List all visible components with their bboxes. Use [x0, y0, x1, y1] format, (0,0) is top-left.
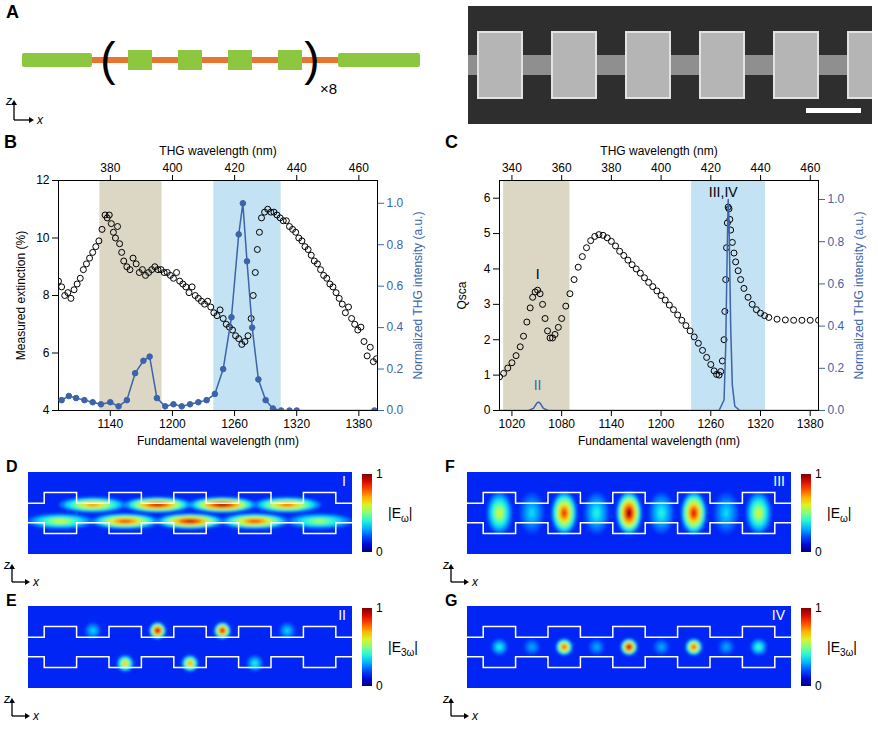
svg-text:0.0: 0.0: [828, 403, 845, 417]
svg-text:400: 400: [651, 161, 671, 175]
svg-text:III: III: [773, 473, 785, 489]
svg-text:×8: ×8: [320, 80, 337, 97]
svg-text:I: I: [536, 266, 540, 282]
svg-text:1.0: 1.0: [828, 192, 845, 206]
svg-text:1.0: 1.0: [387, 196, 404, 210]
html-text:B: B: [4, 132, 17, 152]
svg-text:420: 420: [225, 161, 245, 175]
svg-text:z: z: [5, 94, 12, 108]
html-text:C: C: [445, 132, 458, 152]
svg-text:Qsca: Qsca: [455, 281, 469, 309]
svg-text:1020: 1020: [499, 417, 526, 431]
svg-text:1140: 1140: [97, 417, 123, 431]
svg-text:0.4: 0.4: [828, 319, 845, 333]
svg-text:460: 460: [800, 161, 820, 175]
svg-text:(: (: [100, 33, 116, 85]
svg-text:1200: 1200: [159, 417, 186, 431]
svg-text:x: x: [471, 709, 479, 722]
svg-text:z: z: [3, 558, 10, 572]
svg-text:1260: 1260: [697, 417, 724, 431]
svg-text:440: 440: [287, 161, 307, 175]
svg-text:D: D: [6, 458, 18, 475]
svg-text:z: z: [442, 692, 449, 706]
svg-text:400: 400: [162, 161, 182, 175]
svg-text:380: 380: [100, 161, 120, 175]
svg-text:II: II: [338, 607, 346, 623]
svg-text:x: x: [36, 113, 44, 127]
svg-text:0.6: 0.6: [828, 277, 845, 291]
svg-text:IV: IV: [772, 607, 786, 623]
svg-text:440: 440: [751, 161, 771, 175]
svg-text:THG wavelength (nm): THG wavelength (nm): [600, 144, 717, 158]
svg-text:THG wavelength (nm): THG wavelength (nm): [159, 144, 276, 158]
svg-text:1320: 1320: [747, 417, 774, 431]
svg-text:1: 1: [815, 467, 822, 481]
svg-text:420: 420: [701, 161, 721, 175]
svg-text:|E3ω|: |E3ω|: [827, 639, 857, 658]
svg-text:1: 1: [376, 467, 383, 481]
svg-text:x: x: [471, 575, 479, 588]
svg-text:0.6: 0.6: [387, 279, 404, 293]
svg-text:III,IV: III,IV: [709, 184, 738, 200]
svg-text:I: I: [342, 473, 346, 489]
svg-text:4: 4: [43, 403, 50, 417]
svg-text:Fundamental wavelength (nm): Fundamental wavelength (nm): [578, 434, 740, 448]
svg-text:1: 1: [484, 368, 491, 382]
svg-text:0: 0: [484, 403, 491, 417]
svg-text:E: E: [6, 592, 17, 609]
svg-text:5: 5: [484, 226, 491, 240]
svg-text:1380: 1380: [797, 417, 824, 431]
svg-text:z: z: [3, 692, 10, 706]
svg-text:0.2: 0.2: [828, 361, 845, 375]
svg-text:x: x: [32, 575, 40, 588]
svg-text:1140: 1140: [598, 417, 624, 431]
svg-text:): ): [304, 33, 319, 85]
svg-text:z: z: [442, 558, 449, 572]
svg-text:Fundamental wavelength (nm): Fundamental wavelength (nm): [137, 434, 299, 448]
svg-text:1: 1: [815, 601, 822, 615]
svg-text:|E3ω|: |E3ω|: [388, 639, 418, 658]
svg-text:0.8: 0.8: [828, 235, 845, 249]
svg-text:10: 10: [36, 231, 50, 245]
svg-text:Normalized THG intensity (a.u.: Normalized THG intensity (a.u.): [411, 212, 425, 380]
svg-text:380: 380: [601, 161, 621, 175]
svg-text:1200: 1200: [648, 417, 675, 431]
svg-text:2: 2: [484, 333, 491, 347]
svg-text:Measured extinction (%): Measured extinction (%): [14, 231, 28, 360]
svg-text:1380: 1380: [346, 417, 373, 431]
svg-text:0: 0: [376, 679, 383, 693]
svg-text:12: 12: [36, 173, 50, 187]
svg-text:Normalized THG intensity (a.u.: Normalized THG intensity (a.u.): [852, 212, 866, 380]
svg-text:6: 6: [43, 346, 50, 360]
svg-text:0.4: 0.4: [387, 320, 404, 334]
svg-text:0: 0: [376, 545, 383, 559]
svg-text:0.8: 0.8: [387, 238, 404, 252]
svg-text:460: 460: [349, 161, 369, 175]
svg-text:3: 3: [484, 297, 491, 311]
svg-text:340: 340: [502, 161, 522, 175]
svg-text:1: 1: [376, 601, 383, 615]
svg-text:|Eω|: |Eω|: [388, 505, 412, 524]
svg-text:0: 0: [815, 679, 822, 693]
svg-text:G: G: [445, 592, 457, 609]
svg-text:360: 360: [552, 161, 572, 175]
svg-text:1320: 1320: [283, 417, 310, 431]
svg-text:4: 4: [484, 262, 491, 276]
svg-text:8: 8: [43, 288, 50, 302]
svg-text:1260: 1260: [221, 417, 248, 431]
svg-text:6: 6: [484, 191, 491, 205]
svg-text:|Eω|: |Eω|: [827, 505, 851, 524]
svg-text:A: A: [6, 2, 19, 22]
svg-text:0.0: 0.0: [387, 403, 404, 417]
svg-text:1080: 1080: [548, 417, 575, 431]
svg-text:0: 0: [815, 545, 822, 559]
svg-text:0.2: 0.2: [387, 362, 404, 376]
svg-text:F: F: [445, 458, 455, 475]
svg-text:x: x: [32, 709, 40, 722]
svg-text:II: II: [534, 377, 542, 393]
